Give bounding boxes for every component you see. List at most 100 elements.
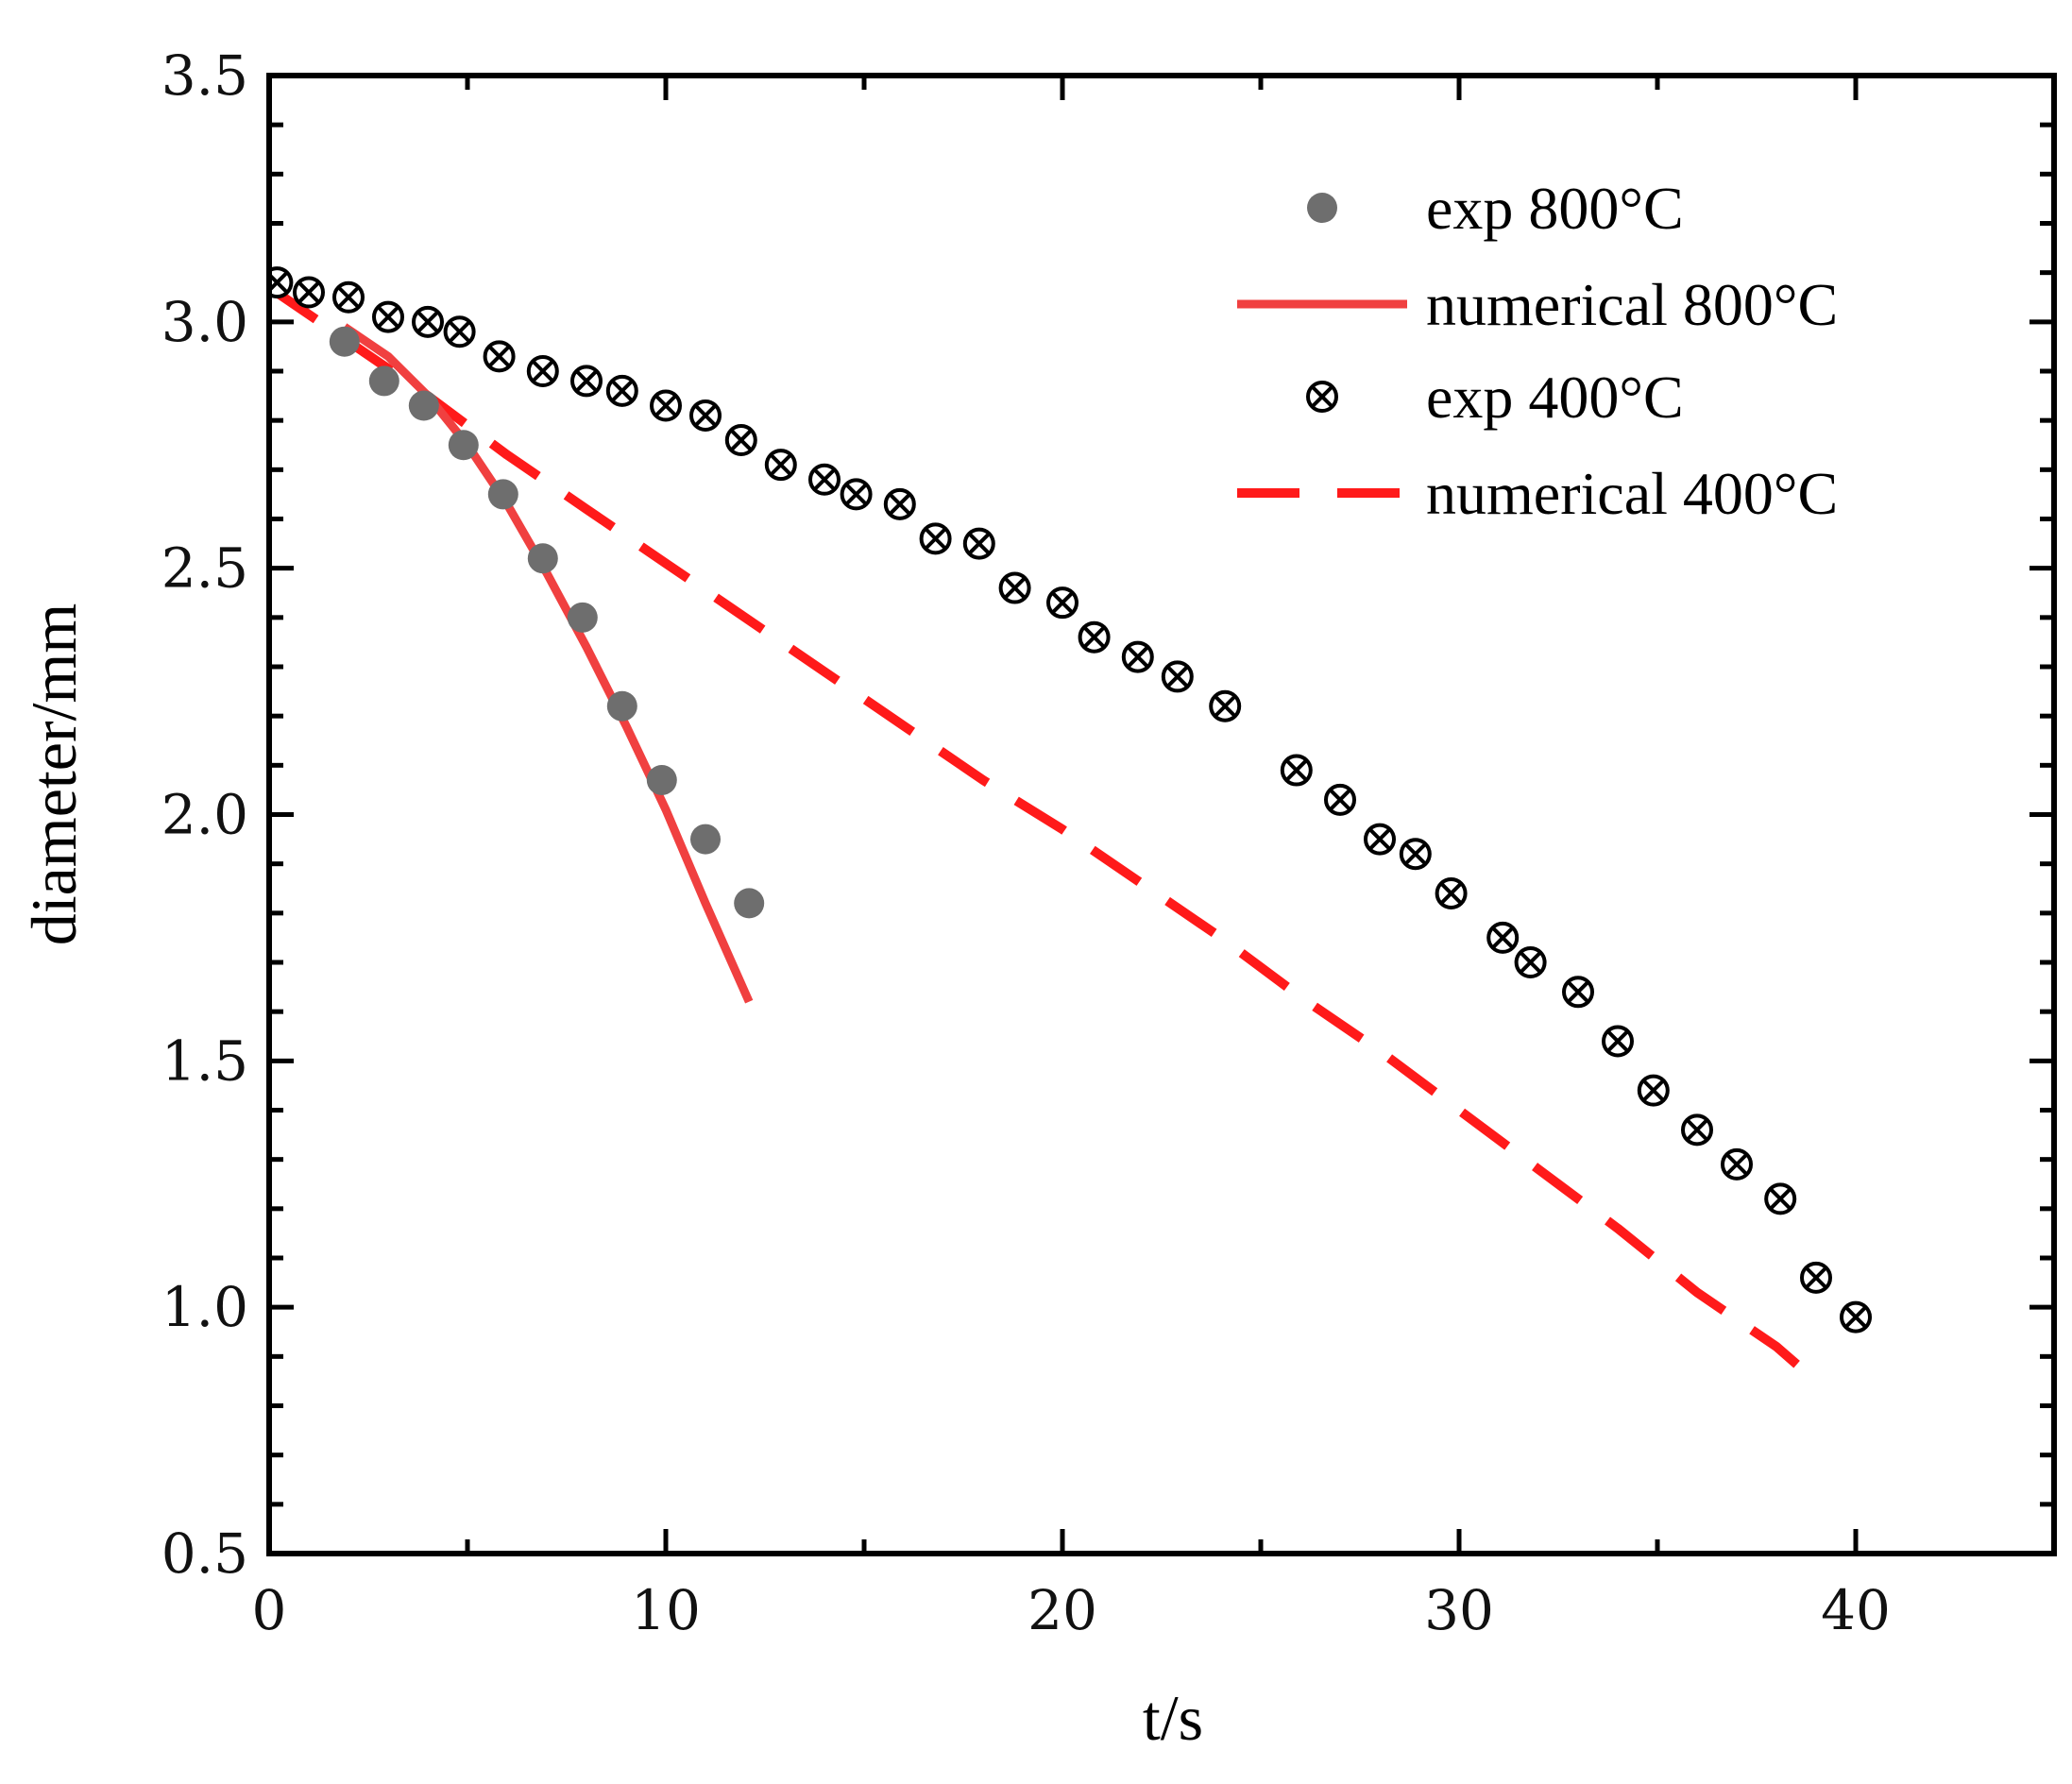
y-tick-label: 1.5 (161, 1028, 248, 1093)
x-tick-label: 20 (1028, 1578, 1097, 1642)
exp-400-point (1399, 838, 1432, 871)
x-axis-title: t/s (1143, 1682, 1203, 1754)
marker-cross (1368, 828, 1391, 850)
legend-item: exp 400°C (1306, 364, 1684, 431)
marker-cross (770, 453, 792, 476)
marker-cross (925, 527, 947, 550)
marker-cross (1083, 626, 1106, 649)
marker-cross (1404, 842, 1427, 865)
marker-cross (1214, 695, 1236, 718)
marker-cross (1520, 951, 1542, 974)
y-tick-label: 1.0 (161, 1275, 248, 1339)
exp-400-point (1637, 1074, 1670, 1107)
exp-800-point (329, 326, 360, 357)
exp-400-point (998, 571, 1031, 604)
exp-400-point (1514, 946, 1547, 978)
marker-cross (1051, 591, 1074, 614)
exp-800-point (734, 888, 765, 919)
exp-400-point (570, 365, 603, 398)
marker-cross (488, 345, 511, 367)
y-tick-label: 2.5 (161, 536, 248, 601)
exp-400-point (412, 305, 444, 338)
exp-400-point (1078, 620, 1111, 654)
exp-400-point (526, 355, 559, 387)
marker-cross (1686, 1118, 1708, 1141)
exp-400-point (1324, 783, 1356, 816)
marker-cross (654, 395, 677, 416)
exp-400-point (1046, 586, 1078, 620)
exp-400-point (1435, 876, 1468, 909)
exp-400-point (962, 527, 995, 560)
x-tick-label: 30 (1424, 1578, 1494, 1642)
numerical-400-line (269, 283, 1820, 1385)
plot-frame (266, 73, 2057, 1556)
exp-400-point (724, 424, 757, 457)
exp-400-point (1681, 1113, 1713, 1147)
marker-cross (1004, 577, 1027, 599)
exp-800-point (487, 479, 518, 510)
marker-cross (1769, 1187, 1792, 1210)
exp-400-point (332, 280, 365, 314)
exp-800-point (646, 764, 677, 795)
exp-400-point (808, 463, 841, 496)
exp-400-point (1121, 640, 1154, 673)
x-tick-label: 40 (1821, 1578, 1891, 1642)
marker-cross (1844, 1306, 1867, 1329)
marker-cross (694, 404, 717, 427)
marker-cross (1127, 646, 1149, 668)
legend-item: numerical 400°C (1237, 460, 1838, 527)
marker-cross (889, 493, 911, 516)
exp-800-point (567, 602, 598, 633)
marker-cross (968, 533, 991, 554)
marker-cross (1166, 666, 1189, 688)
exp-800-point (606, 690, 637, 722)
exp-400-point (1721, 1147, 1753, 1181)
exp-400-point (443, 315, 476, 348)
exp-800-point (408, 390, 439, 421)
marker-cross (1642, 1079, 1665, 1102)
marker-cross (611, 380, 634, 402)
exp-400-point (764, 449, 797, 482)
marker-cross (416, 311, 439, 333)
exp-400-point (293, 276, 325, 309)
exp-400-point (1486, 921, 1520, 954)
marker-cross (1285, 759, 1308, 781)
marker-cross (813, 468, 836, 491)
exp-400-point (1280, 754, 1313, 787)
marker-cross (730, 429, 753, 451)
marker-cross (532, 360, 554, 382)
exp-400-point (1602, 1025, 1634, 1058)
y-tick-label: 3.5 (161, 43, 248, 108)
marker-cross (1567, 980, 1589, 1003)
marker-cross (845, 484, 868, 505)
exp-400-point (1161, 660, 1194, 693)
exp-400-point (1364, 823, 1396, 856)
legend-label: numerical 800°C (1426, 271, 1838, 338)
marker-cross (1329, 789, 1351, 811)
marker-cross (297, 281, 320, 303)
exp-400-point (840, 478, 873, 511)
numerical-800-line (342, 323, 754, 1004)
legend-label: exp 800°C (1426, 175, 1684, 242)
exp-400-point (1800, 1261, 1832, 1294)
exp-400-point (689, 399, 722, 432)
exp-400-point (1209, 689, 1242, 722)
legend-symbol-circle-x (1306, 381, 1338, 413)
y-tick-label: 0.5 (161, 1521, 248, 1586)
marker-cross (1491, 926, 1514, 949)
marker-cross (449, 320, 471, 343)
y-axis-title: diameter/mm (18, 603, 90, 946)
axis-tick-labels: 0 10 20 30 40 0.5 1.0 1.5 2.0 2.5 3.0 3.5 (161, 43, 1891, 1642)
marker-cross (337, 286, 360, 309)
exp-400-point (483, 340, 516, 373)
exp-400-point (883, 487, 916, 520)
exp-800-point (368, 365, 399, 397)
exp-400-point (650, 389, 682, 422)
exp-400-point (605, 374, 638, 407)
exp-400-point (1764, 1182, 1797, 1215)
legend-symbol-filled-circle (1307, 193, 1337, 223)
y-tick-label: 2.0 (161, 783, 248, 847)
legend-item: exp 800°C (1307, 175, 1684, 242)
exp-400-point (1562, 976, 1594, 1009)
